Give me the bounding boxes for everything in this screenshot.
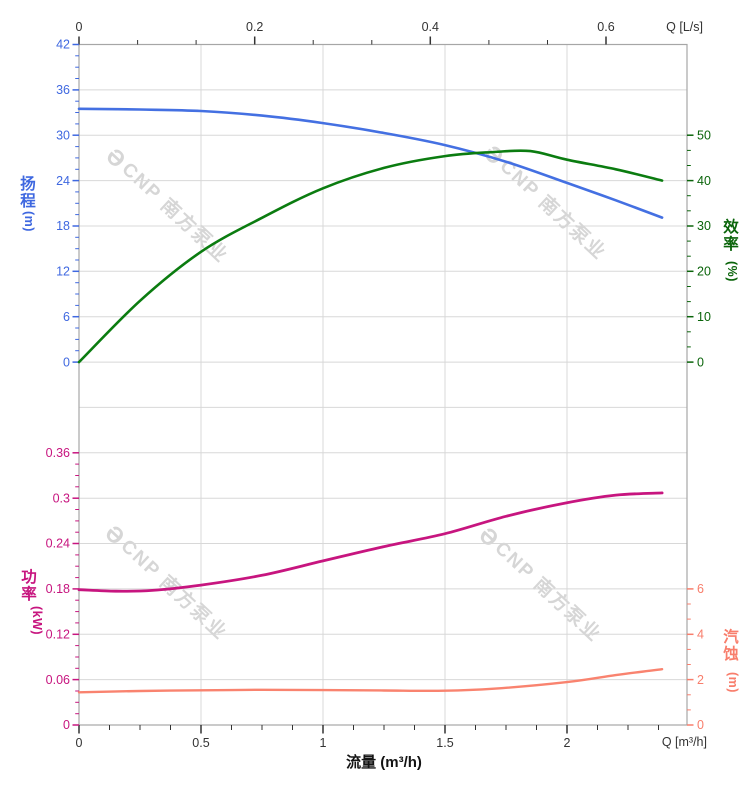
head-curve bbox=[77, 107, 664, 219]
npsh-axis-tick-label: 0 bbox=[697, 718, 704, 732]
top-axis-tick-label: 0 bbox=[76, 20, 83, 34]
bottom-axis-tick-label: 0.5 bbox=[192, 736, 209, 750]
efficiency-axis-tick-label: 10 bbox=[697, 310, 711, 324]
head-axis-title: 扬程 bbox=[20, 176, 36, 210]
efficiency-axis-tick-label: 40 bbox=[697, 174, 711, 188]
bottom-axis-tick-label: 1 bbox=[320, 736, 327, 750]
head-axis-tick-label: 30 bbox=[56, 128, 70, 142]
plot-border bbox=[78, 43, 688, 726]
efficiency-axis-tick-label: 50 bbox=[697, 128, 711, 142]
power-axis-title: 功率 bbox=[21, 569, 37, 603]
efficiency-axis-tick-label: 30 bbox=[697, 219, 711, 233]
power-axis-tick-label: 0.3 bbox=[53, 491, 70, 505]
power-axis-tick-label: 0.12 bbox=[46, 628, 70, 642]
npsh-curve bbox=[77, 668, 664, 694]
power-axis-tick-label: 0.18 bbox=[46, 582, 70, 596]
head-axis-tick-label: 12 bbox=[56, 265, 70, 279]
bottom-axis-tick-label: 2 bbox=[564, 736, 571, 750]
head-axis-tick-label: 0 bbox=[63, 355, 70, 369]
top-axis-tick-label: 0.6 bbox=[597, 20, 614, 34]
top-axis-tick-label: 0.4 bbox=[422, 20, 439, 34]
npsh-axis-tick-label: 2 bbox=[697, 673, 704, 687]
head-axis-tick-label: 6 bbox=[63, 310, 70, 324]
npsh-axis-tick-label: 6 bbox=[697, 582, 704, 596]
npsh-axis-title: 汽蚀 bbox=[723, 629, 739, 663]
bottom-axis-tick-label: 0 bbox=[76, 736, 83, 750]
efficiency-axis-title: 效率 bbox=[723, 219, 739, 253]
top-axis-unit-label: Q [L/s] bbox=[666, 20, 703, 34]
efficiency-axis-tick-label: 0 bbox=[697, 355, 704, 369]
efficiency-axis-tick-label: 20 bbox=[697, 265, 711, 279]
head-axis-tick-label: 42 bbox=[56, 38, 70, 52]
power-axis-tick-label: 0 bbox=[63, 718, 70, 732]
power-axis-tick-label: 0.36 bbox=[46, 446, 70, 460]
top-axis-tick-label: 0.2 bbox=[246, 20, 263, 34]
power-curve bbox=[77, 491, 664, 593]
bottom-axis-tick-label: 1.5 bbox=[436, 736, 453, 750]
efficiency-curve bbox=[77, 149, 664, 364]
npsh-axis-unit: (m) bbox=[726, 672, 740, 693]
power-axis-tick-label: 0.24 bbox=[46, 537, 70, 551]
head-axis-tick-label: 18 bbox=[56, 219, 70, 233]
flow-axis-title: 流量 (m³/h) bbox=[346, 754, 422, 771]
head-axis-unit: (m) bbox=[22, 211, 36, 232]
npsh-axis-tick-label: 4 bbox=[697, 628, 704, 642]
head-axis-tick-label: 24 bbox=[56, 174, 70, 188]
head-axis-tick-label: 36 bbox=[56, 83, 70, 97]
power-axis-unit: (kW) bbox=[30, 606, 44, 636]
efficiency-axis-unit: (%) bbox=[725, 261, 739, 282]
power-axis-tick-label: 0.06 bbox=[46, 673, 70, 687]
bottom-axis-unit-label: Q [m³/h] bbox=[661, 735, 707, 749]
